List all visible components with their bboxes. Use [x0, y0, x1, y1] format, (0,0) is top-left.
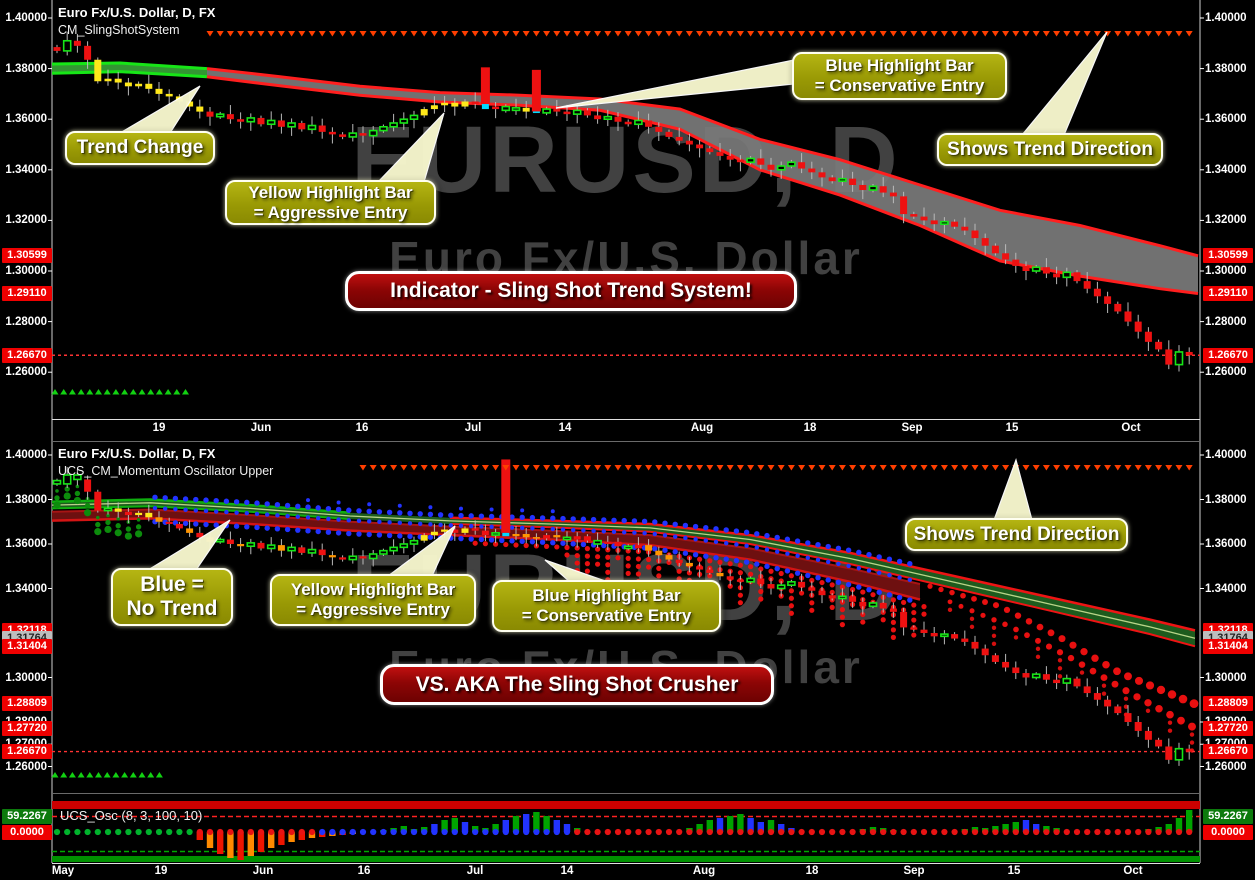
time-label: 16: [355, 422, 369, 434]
price-label: 1.38000: [5, 493, 47, 506]
callout-trend-direction-bottom: Shows Trend Direction: [905, 518, 1128, 551]
price-label: 1.36000: [5, 538, 47, 550]
time-label: 15: [1007, 865, 1021, 877]
price-badge: 1.26670: [2, 347, 52, 363]
price-label: 1.26000: [1205, 760, 1247, 773]
price-badge: 1.28809: [1203, 696, 1253, 712]
price-badge: 1.29110: [2, 286, 52, 302]
callout-yellow-entry-top: Yellow Highlight Bar = Aggressive Entry: [225, 180, 436, 225]
price-label: 1.34000: [5, 163, 47, 176]
price-label: 1.40000: [1205, 449, 1247, 461]
price-badge: 1.26670: [2, 744, 52, 760]
price-badge: 1.26670: [1203, 347, 1253, 363]
price-label: 1.26000: [1205, 366, 1247, 379]
price-label: 1.36000: [1205, 538, 1247, 550]
time-label: Oct: [1121, 422, 1141, 434]
time-label: Aug: [692, 865, 716, 877]
callout-trend-change: Trend Change: [65, 131, 215, 165]
time-label: Sep: [903, 865, 925, 877]
price-label: 1.38000: [1205, 493, 1247, 506]
time-label: 15: [1005, 422, 1019, 434]
indicator-title-top: CM_SlingShotSystem: [58, 23, 180, 37]
banner-indicator-title: Indicator - Sling Shot Trend System!: [345, 271, 797, 311]
price-label: 1.30000: [1205, 671, 1247, 684]
time-label: Jul: [464, 422, 482, 434]
time-label: May: [51, 865, 75, 877]
time-label: Sep: [901, 422, 923, 434]
price-label: 1.36000: [5, 113, 47, 126]
price-label: 1.26000: [5, 760, 47, 773]
time-label: Aug: [690, 422, 714, 434]
price-label: 1.36000: [1205, 113, 1247, 126]
banner-crusher-title: VS. AKA The Sling Shot Crusher: [380, 664, 774, 705]
time-label: 18: [805, 865, 819, 877]
oscillator-badge: 59.2267: [1203, 809, 1253, 824]
oscillator-title: UCS_Osc (8, 3, 100, 10): [60, 808, 203, 823]
time-label: Jun: [252, 865, 274, 877]
price-badge: 1.28809: [2, 696, 52, 712]
price-label: 1.34000: [1205, 582, 1247, 595]
price-label: 1.30000: [5, 671, 47, 684]
price-label: 1.38000: [1205, 62, 1247, 75]
time-label: 19: [154, 865, 168, 877]
time-label: Jul: [466, 865, 484, 877]
oscillator-badge: 0.0000: [2, 824, 52, 840]
indicator-title-bottom: UCS_CM_Momentum Oscillator Upper: [58, 464, 274, 478]
price-label: 1.34000: [1205, 163, 1247, 176]
price-label: 1.40000: [5, 12, 47, 24]
price-badge: 1.27720: [1203, 720, 1253, 736]
oscillator-badge: 0.0000: [1203, 824, 1253, 840]
oscillator-badge: 59.2267: [2, 809, 52, 824]
time-label: Jun: [250, 422, 272, 434]
time-label: Oct: [1123, 865, 1143, 877]
price-badge: 1.29110: [1203, 286, 1253, 302]
price-label: 1.40000: [1205, 12, 1247, 24]
time-label: 16: [357, 865, 371, 877]
price-label: 1.32000: [1205, 214, 1247, 227]
price-label: 1.30000: [1205, 265, 1247, 277]
price-badge: 1.31404: [1203, 638, 1253, 654]
symbol-title-bottom: Euro Fx/U.S. Dollar, D, FX: [58, 446, 216, 461]
time-label: 14: [558, 422, 572, 434]
price-label: 1.32000: [5, 214, 47, 227]
price-label: 1.34000: [5, 582, 47, 595]
callout-trend-direction-top: Shows Trend Direction: [937, 133, 1163, 166]
time-label: 19: [152, 422, 166, 434]
time-label: 18: [803, 422, 817, 434]
price-badge: 1.30599: [2, 248, 52, 264]
callout-yellow-entry-bottom: Yellow Highlight Bar = Aggressive Entry: [270, 574, 476, 626]
price-badge: 1.27720: [2, 720, 52, 736]
price-badge: 1.31404: [2, 638, 52, 654]
price-label: 1.26000: [5, 366, 47, 379]
callout-blue-entry-top: Blue Highlight Bar = Conservative Entry: [792, 52, 1007, 100]
price-label: 1.38000: [5, 62, 47, 75]
price-label: 1.28000: [5, 315, 47, 328]
price-label: 1.28000: [1205, 315, 1247, 328]
callout-blue-entry-bottom: Blue Highlight Bar = Conservative Entry: [492, 580, 721, 632]
price-label: 1.40000: [5, 449, 47, 461]
callout-blue-no-trend: Blue = No Trend: [111, 568, 233, 626]
price-badge: 1.26670: [1203, 744, 1253, 760]
time-label: 14: [560, 865, 574, 877]
price-badge: 1.30599: [1203, 248, 1253, 264]
price-label: 1.30000: [5, 265, 47, 277]
symbol-title-top: Euro Fx/U.S. Dollar, D, FX: [58, 5, 216, 20]
